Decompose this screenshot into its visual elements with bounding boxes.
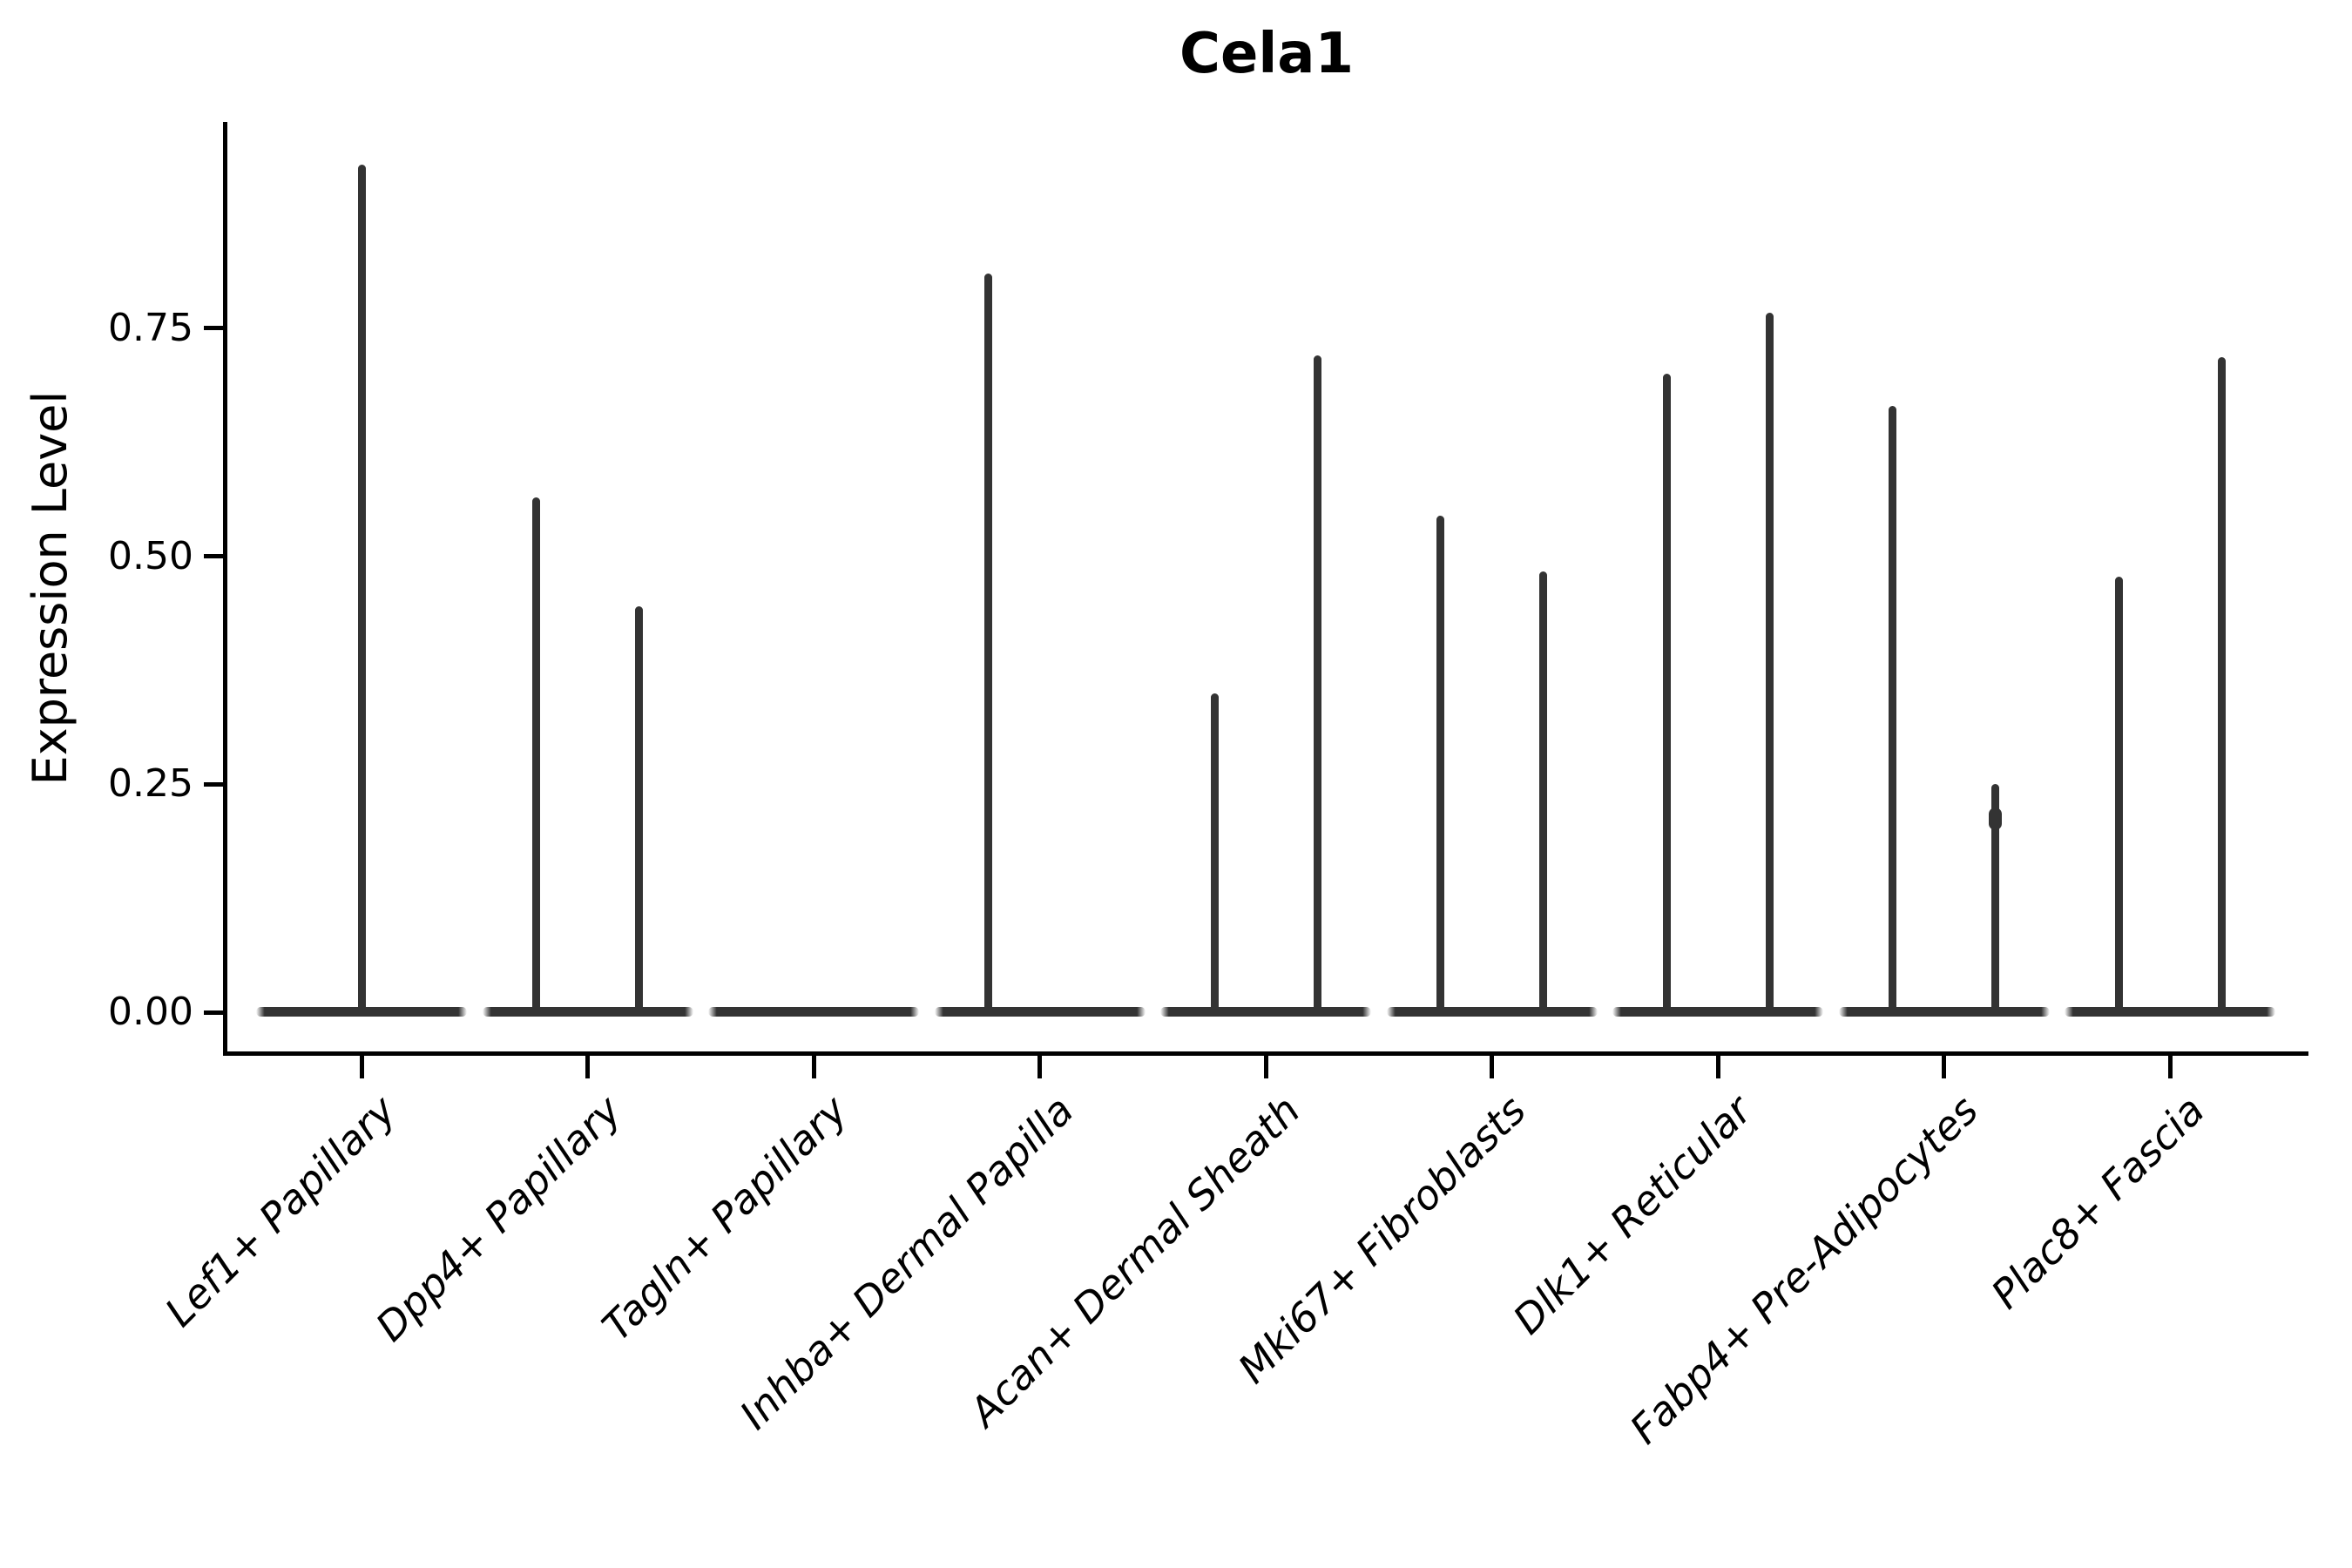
violin-spike	[984, 274, 992, 1015]
violin-spike	[1436, 515, 1444, 1015]
violin-baseline	[2065, 1007, 2275, 1017]
x-tick-mark	[359, 1056, 364, 1078]
y-tick-label: 0.50	[108, 533, 193, 578]
y-tick-label: 0.25	[108, 761, 193, 807]
y-tick-mark	[204, 326, 225, 331]
x-axis-spine	[223, 1051, 2308, 1056]
x-tick-label: Dpp4+ Papillary	[367, 1086, 631, 1350]
violin-spike	[1662, 374, 1671, 1015]
y-tick-label: 0.75	[108, 305, 193, 350]
violin-spike	[1210, 693, 1219, 1015]
x-tick-label: Dlk1+ Reticular	[1504, 1086, 1761, 1343]
x-tick-mark	[1037, 1056, 1042, 1078]
x-tick-mark	[1263, 1056, 1268, 1078]
violin-spike	[1313, 355, 1321, 1015]
violin-baseline	[1160, 1007, 1371, 1017]
violin-spike	[1889, 405, 1896, 1015]
x-tick-mark	[811, 1056, 816, 1078]
y-tick-mark	[204, 554, 225, 559]
violin-spike	[1765, 313, 1774, 1015]
violin-spike	[2217, 357, 2226, 1015]
x-tick-label: Lef1+ Papillary	[155, 1086, 405, 1336]
violin-spike	[2114, 576, 2123, 1015]
y-axis-spine	[223, 122, 227, 1056]
x-tick-label: Plac8+ Fascia	[1982, 1086, 2213, 1318]
y-tick-mark	[204, 781, 225, 787]
violin-baseline	[708, 1007, 919, 1017]
x-tick-mark	[2167, 1056, 2173, 1078]
chart-title: Cela1	[1179, 22, 1355, 86]
violin-spike	[635, 606, 643, 1015]
x-tick-mark	[585, 1056, 590, 1078]
violin-spike	[1991, 784, 1999, 1015]
x-tick-mark	[1490, 1056, 1494, 1078]
violin-spike	[357, 164, 366, 1015]
violin-baseline	[482, 1007, 693, 1017]
x-tick-mark	[1942, 1056, 1946, 1078]
y-tick-label: 0.00	[108, 990, 193, 1034]
violin-baseline	[1386, 1007, 1598, 1017]
violin-spike	[532, 497, 540, 1015]
y-tick-mark	[204, 1010, 225, 1015]
violin-baseline	[1838, 1007, 2050, 1017]
x-tick-label: Tagln+ Papillary	[593, 1086, 857, 1350]
violin-baseline	[934, 1007, 1146, 1017]
y-axis-label: Expression Level	[23, 390, 78, 786]
x-tick-mark	[1715, 1056, 1720, 1078]
violin-bead	[1989, 808, 2002, 831]
violin-baseline	[1612, 1007, 1823, 1017]
violin-spike	[1539, 571, 1547, 1015]
